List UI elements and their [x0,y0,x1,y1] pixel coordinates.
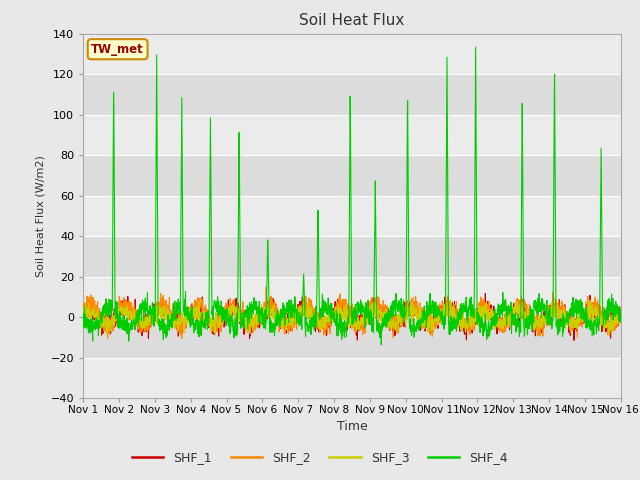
Bar [83,236,621,277]
X-axis label: Time: Time [337,420,367,432]
Bar [83,74,621,115]
Legend: SHF_1, SHF_2, SHF_3, SHF_4: SHF_1, SHF_2, SHF_3, SHF_4 [127,446,513,469]
Title: Soil Heat Flux: Soil Heat Flux [300,13,404,28]
Bar [83,115,621,155]
Bar [83,34,621,74]
Bar [83,155,621,196]
Bar [83,277,621,317]
Text: TW_met: TW_met [92,43,144,56]
Bar [83,317,621,358]
Y-axis label: Soil Heat Flux (W/m2): Soil Heat Flux (W/m2) [35,155,45,277]
Bar [83,358,621,398]
Bar [83,196,621,236]
